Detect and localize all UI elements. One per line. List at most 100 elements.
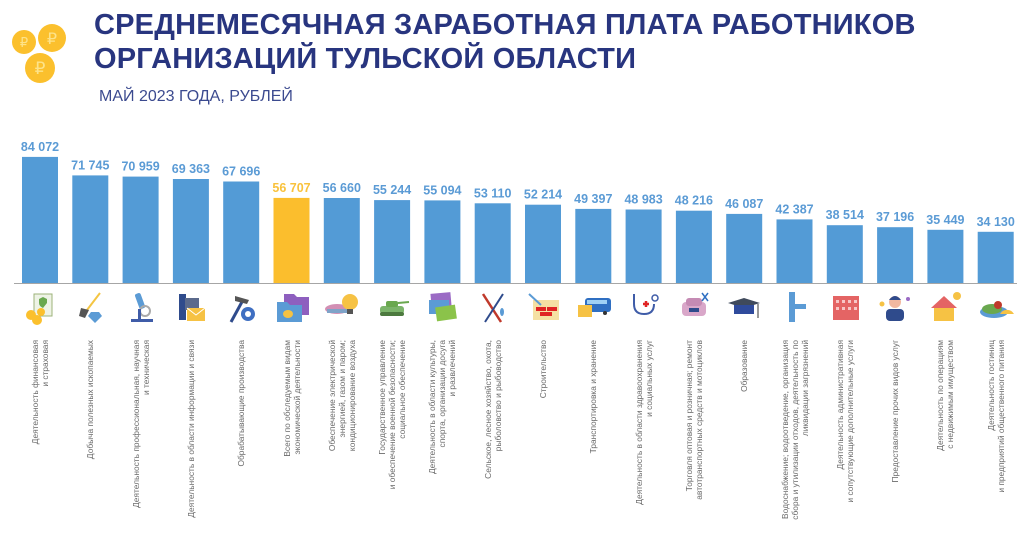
bar: [675, 210, 712, 283]
data-label: 48 983: [624, 193, 662, 207]
category-label-line: и обеспечение военной безопасности;: [387, 340, 398, 490]
data-label: 34 130: [977, 215, 1015, 229]
tank-icon: [374, 290, 410, 326]
category-label: Сельское, лесное хозяйство, охота, рыболо…: [483, 340, 531, 545]
category-label-line: автотранспортных средств и мотоциклов: [693, 340, 704, 500]
data-label: 56 660: [323, 181, 361, 195]
data-label: 53 110: [474, 186, 512, 200]
category-label: Деятельность профессиональная, научная и …: [131, 340, 179, 545]
category-label-line: Деятельность административная: [834, 340, 845, 470]
data-label: 38 514: [826, 208, 864, 222]
bar: [223, 181, 260, 283]
category-label-line: Строительство: [538, 340, 548, 399]
category-label-line: и социальных услуг: [643, 340, 654, 417]
category-label-line: и сопутствующие дополнительные услуги: [844, 340, 855, 503]
page-title: СРЕДНЕМЕСЯЧНАЯ ЗАРАБОТНАЯ ПЛАТА РАБОТНИК…: [94, 8, 916, 76]
category-label-line: ликвидации загрязнений: [799, 340, 810, 437]
bar: [474, 203, 511, 283]
category-label: Деятельность в области информации и связ…: [186, 340, 234, 545]
category-label: Обеспечение электрической энергией, газом…: [327, 340, 375, 545]
lightbulb-icon: [324, 290, 360, 326]
svg-text:₽: ₽: [20, 36, 28, 51]
category-label: Деятельность в области культуры, спорта, …: [427, 340, 475, 545]
bar: [122, 176, 159, 283]
food-dish-icon: [978, 290, 1014, 326]
data-label: 69 363: [172, 162, 210, 176]
mining-shovel-diamond-icon: [72, 290, 108, 326]
bar: [323, 198, 360, 283]
category-label: Деятельность в области здравоохранения и …: [634, 340, 682, 545]
category-label-line: Обрабатывающие производства: [236, 340, 247, 467]
hunting-fishing-icon: [475, 290, 511, 326]
category-label: Государственное управление и обеспечение …: [377, 340, 425, 545]
office-building-icon: [827, 290, 863, 326]
data-label: 84 072: [21, 140, 59, 154]
category-label-line: рыболовство и рыбоводство: [492, 340, 503, 452]
data-label: 55 244: [373, 183, 411, 197]
bar: [726, 213, 763, 283]
category-label: Водоснабжение; водоотведение, организаци…: [780, 340, 828, 545]
svg-text:₽: ₽: [47, 29, 57, 48]
bricks-trowel-icon: [525, 290, 561, 326]
bar: [625, 209, 662, 283]
bar: [977, 231, 1014, 283]
bar: [525, 204, 561, 283]
category-label-line: Транспортировка и хранение: [588, 340, 599, 454]
bar: [927, 229, 964, 283]
category-label: Предоставление прочих видов услуг: [890, 340, 938, 545]
bar: [575, 208, 612, 283]
category-label-line: экономической деятельности: [291, 340, 302, 455]
car-scissors-icon: [676, 290, 712, 326]
category-label: Деятельность гостиниц и предприятий общес…: [986, 340, 1024, 545]
category-label: Обрабатывающие производства: [236, 340, 284, 545]
house-icon: [927, 290, 963, 326]
data-label: 35 449: [926, 213, 964, 227]
category-label-line: Деятельность в области информации и связ…: [185, 340, 196, 518]
bar-total: [273, 197, 310, 283]
folders-icon: [274, 290, 310, 326]
category-label-line: и развлечений: [447, 340, 458, 397]
category-label-line: и страховая: [40, 340, 50, 387]
bar: [374, 200, 411, 283]
title-line-2: ОРГАНИЗАЦИЙ ТУЛЬСКОЙ ОБЛАСТИ: [94, 43, 637, 75]
stethoscope-icon: [626, 290, 662, 326]
data-label: 52 214: [524, 188, 562, 202]
category-label: Всего по обследуемым видам экономической …: [282, 340, 330, 545]
bar: [877, 227, 914, 283]
title-line-1: СРЕДНЕМЕСЯЧНАЯ ЗАРАБОТНАЯ ПЛАТА РАБОТНИК…: [94, 9, 916, 41]
category-label-line: Обеспечение электрической: [326, 340, 337, 452]
category-label-line: Образование: [739, 340, 750, 392]
page-subtitle: МАЙ 2023 ГОДА, РУБЛЕЙ: [99, 88, 293, 105]
data-label: 46 087: [725, 197, 763, 211]
data-label: 56 707: [272, 181, 310, 195]
category-label-line: энергией, газом и паром;: [336, 340, 347, 438]
category-label-line: спорта, организации досуга: [437, 340, 448, 448]
category-label-line: с недвижимым имуществом: [945, 340, 956, 449]
category-label: Транспортировка и хранение: [588, 340, 636, 545]
category-label-line: Деятельность в области здравоохранения: [633, 340, 644, 505]
category-label-line: Деятельность профессиональная, научная: [130, 340, 141, 508]
bar: [424, 200, 461, 283]
culture-cards-icon: [424, 290, 460, 326]
category-label-line: Всего по обследуемым видам: [281, 340, 292, 457]
data-label: 42 387: [775, 202, 813, 216]
bar: [826, 225, 863, 283]
hammer-gear-icon: [223, 290, 259, 326]
category-label-line: кондиционирование воздуха: [346, 340, 357, 452]
data-label: 67 696: [222, 165, 260, 179]
category-label-line: Деятельность по операциям: [935, 340, 946, 451]
bar: [172, 179, 209, 283]
graduation-cap-icon: [726, 290, 762, 326]
category-label-line: Государственное управление: [377, 340, 388, 455]
data-label: 70 959: [121, 160, 159, 174]
category-label-line: сбора и утилизации отходов, деятельность…: [789, 340, 800, 520]
category-label: Деятельность по операциям с недвижимым им…: [935, 340, 983, 545]
microscope-icon: [123, 290, 159, 326]
data-label: 48 216: [675, 194, 713, 208]
category-label-line: Добыча полезных ископаемых: [85, 340, 96, 460]
category-label-line: Сельское, лесное хозяйство, охота,: [482, 340, 493, 479]
water-pipe-icon: [777, 290, 813, 326]
category-label-line: и предприятий общественного питания: [995, 340, 1006, 493]
category-label-line: Деятельность гостиниц: [985, 340, 996, 431]
